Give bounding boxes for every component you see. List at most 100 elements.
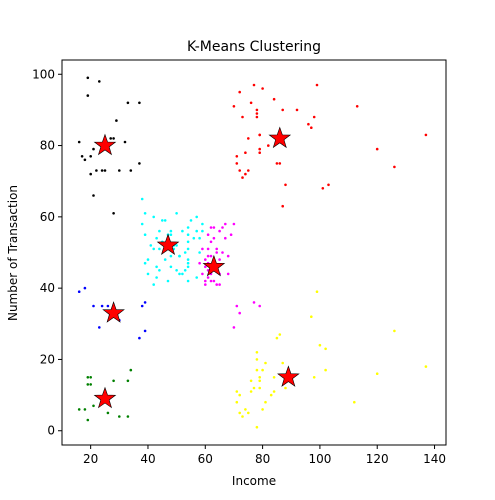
data-point (123, 140, 127, 144)
data-point (247, 411, 250, 415)
data-point (255, 425, 259, 429)
data-point (284, 386, 287, 390)
data-point (249, 379, 253, 383)
data-point (146, 272, 150, 276)
data-point (212, 226, 216, 229)
data-point (83, 286, 87, 290)
data-point (424, 365, 428, 368)
data-point (186, 261, 190, 265)
data-point (238, 393, 241, 397)
chart-title: K-Means Clustering (187, 39, 321, 55)
data-point (86, 376, 90, 379)
data-points (77, 76, 428, 429)
data-point (261, 87, 264, 90)
data-point (355, 105, 359, 108)
x-tick-label: 40 (140, 452, 155, 466)
data-point (235, 155, 239, 158)
data-point (235, 390, 239, 393)
data-point (89, 383, 92, 386)
data-point (238, 411, 241, 415)
data-point (89, 376, 92, 379)
data-point (186, 226, 190, 229)
data-point (249, 101, 253, 105)
data-point (146, 258, 150, 261)
data-point (155, 265, 158, 269)
data-point (126, 101, 130, 105)
data-point (118, 415, 121, 418)
data-point (255, 108, 259, 112)
y-tick-label: 20 (40, 352, 55, 366)
data-point (161, 219, 164, 222)
data-point (327, 183, 330, 187)
data-point (275, 162, 279, 165)
data-point (181, 272, 184, 276)
x-axis-ticks: 20 40 60 80 100 120 140 (83, 445, 446, 466)
data-point (100, 169, 104, 172)
data-point (175, 269, 178, 272)
data-point (192, 236, 196, 240)
x-tick-label: 140 (423, 452, 446, 466)
data-point (143, 301, 147, 304)
data-point (143, 261, 147, 265)
data-point (163, 219, 167, 222)
centroid-star (202, 254, 226, 277)
data-point (255, 112, 259, 115)
data-point (264, 400, 267, 404)
data-point (195, 276, 198, 279)
data-point (238, 169, 241, 172)
data-point (158, 229, 161, 233)
data-point (261, 408, 264, 411)
data-point (152, 215, 155, 219)
data-point (209, 254, 213, 258)
data-point (255, 351, 259, 354)
data-point (169, 254, 173, 258)
data-point (80, 155, 84, 158)
data-point (224, 222, 227, 226)
centroid-star (93, 133, 117, 156)
data-point (215, 251, 218, 254)
centroid-star (102, 301, 125, 323)
data-point (169, 233, 173, 236)
data-point (195, 229, 198, 233)
data-point (183, 269, 187, 272)
data-point (255, 358, 259, 361)
data-point (106, 411, 110, 415)
data-point (258, 133, 262, 137)
y-tick-label: 0 (47, 424, 55, 438)
data-point (118, 169, 121, 172)
data-point (215, 283, 218, 286)
data-point (229, 233, 233, 236)
data-point (235, 162, 239, 165)
data-point (281, 204, 285, 208)
data-point (77, 290, 81, 294)
data-point (241, 415, 244, 418)
data-point (201, 229, 204, 233)
data-point (175, 244, 178, 247)
data-point (244, 408, 247, 411)
data-point (181, 229, 184, 233)
data-point (375, 372, 379, 376)
centroids (93, 126, 300, 409)
data-point (310, 126, 313, 129)
data-point (143, 212, 147, 215)
data-point (206, 254, 210, 258)
data-point (318, 343, 322, 347)
data-point (284, 183, 287, 187)
x-tick-label: 60 (198, 452, 213, 466)
data-point (215, 247, 218, 251)
data-point (169, 229, 173, 233)
data-point (424, 133, 428, 137)
data-point (212, 279, 216, 283)
data-point (206, 233, 210, 236)
data-point (244, 151, 247, 154)
data-point (109, 137, 112, 140)
data-point (272, 390, 276, 393)
data-point (324, 368, 327, 372)
data-point (201, 222, 204, 226)
data-point (115, 119, 118, 122)
data-point (158, 269, 161, 272)
data-point (100, 304, 104, 308)
data-point (238, 90, 241, 94)
data-point (92, 194, 95, 197)
data-point (77, 408, 81, 411)
